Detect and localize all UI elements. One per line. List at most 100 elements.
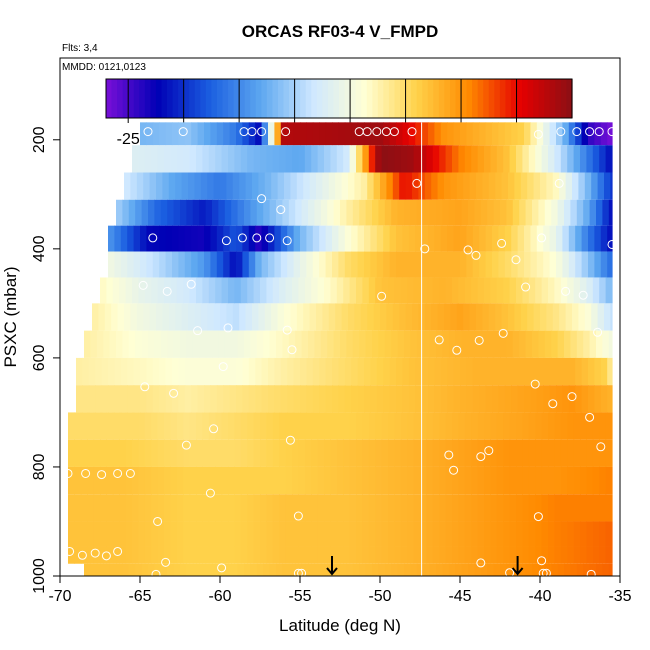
heatmap-cell xyxy=(237,563,245,576)
heatmap-cell xyxy=(258,172,266,200)
heatmap-cell xyxy=(490,466,498,495)
heatmap-cell xyxy=(221,494,229,522)
heatmap-cell xyxy=(407,277,415,304)
heatmap-cell xyxy=(509,466,517,495)
heatmap-cell xyxy=(455,199,463,226)
heatmap-cell xyxy=(210,385,218,413)
heatmap-cell xyxy=(428,225,435,252)
heatmap-cell xyxy=(373,303,381,331)
heatmap-cell xyxy=(164,277,171,304)
heatmap-cell xyxy=(114,385,122,413)
heatmap-cell xyxy=(368,521,376,547)
heatmap-cell xyxy=(500,199,507,226)
observation-point xyxy=(596,442,606,452)
heatmap-cell xyxy=(256,330,264,358)
heatmap-cell xyxy=(365,563,373,576)
heatmap-cell xyxy=(455,330,463,358)
heatmap-cell xyxy=(288,199,296,226)
heatmap-cell xyxy=(383,385,391,413)
heatmap-cell xyxy=(165,225,173,252)
heatmap-cell xyxy=(407,145,415,173)
heatmap-cell xyxy=(413,145,421,173)
heatmap-cell xyxy=(312,225,320,252)
heatmap-cell xyxy=(524,385,531,413)
heatmap-cell xyxy=(557,330,565,358)
heatmap-cell xyxy=(300,357,307,386)
heatmap-cell xyxy=(592,546,600,564)
heatmap-cell xyxy=(125,439,133,467)
heatmap-cell xyxy=(202,494,210,522)
heatmap-cell xyxy=(112,439,120,467)
heatmap-cell xyxy=(183,521,191,547)
colorbar-segment xyxy=(183,79,190,118)
observation-point xyxy=(412,178,422,188)
heatmap-cell xyxy=(300,251,307,278)
heatmap-cell xyxy=(240,145,248,173)
heatmap-cell xyxy=(520,303,528,331)
heatmap-cell xyxy=(319,225,327,252)
heatmap-cell xyxy=(442,199,450,226)
heatmap-cell xyxy=(511,122,519,146)
heatmap-cell xyxy=(202,521,210,547)
heatmap-cell xyxy=(175,303,183,331)
heatmap-cell xyxy=(189,546,197,564)
heatmap-cell xyxy=(580,466,587,495)
heatmap-cell xyxy=(210,225,218,252)
heatmap-cell xyxy=(266,277,274,304)
chart-title: ORCAS RF03-4 V_FMPD xyxy=(242,22,438,41)
heatmap-cell xyxy=(292,412,299,440)
heatmap-cell xyxy=(517,385,525,413)
colorbar-segment xyxy=(172,79,179,118)
y-tick-label: 200 xyxy=(31,126,48,153)
heatmap-cell xyxy=(460,122,467,146)
heatmap-cell xyxy=(248,122,256,146)
heatmap-cell xyxy=(516,546,523,564)
heatmap-cell xyxy=(170,521,178,547)
heatmap-cell xyxy=(420,494,427,522)
heatmap-cell xyxy=(135,330,143,358)
heatmap-cell xyxy=(586,277,594,304)
y-axis-label: PSXC (mbar) xyxy=(1,266,20,367)
heatmap-cell xyxy=(416,199,424,226)
heatmap-cell xyxy=(234,439,242,467)
heatmap-cell xyxy=(330,494,338,522)
heatmap-cell xyxy=(344,385,352,413)
heatmap-cell xyxy=(432,439,440,467)
heatmap-cell xyxy=(108,357,115,386)
heatmap-cell xyxy=(288,563,296,576)
heatmap-cell xyxy=(541,521,549,547)
heatmap-cell xyxy=(292,145,299,173)
heatmap-cell xyxy=(504,122,512,146)
heatmap-cell xyxy=(298,546,306,564)
heatmap-cell xyxy=(311,439,319,467)
heatmap-cell xyxy=(453,357,461,386)
heatmap-cell xyxy=(176,546,184,564)
heatmap-cell xyxy=(458,145,466,173)
heatmap-cell xyxy=(324,466,331,495)
heatmap-cell xyxy=(557,199,565,226)
heatmap-cell xyxy=(567,277,575,304)
heatmap-cell xyxy=(375,412,383,440)
heatmap-cell xyxy=(484,494,491,522)
heatmap-cell xyxy=(439,466,447,495)
heatmap-cell xyxy=(421,251,429,278)
heatmap-cell xyxy=(504,225,512,252)
heatmap-cell xyxy=(306,225,314,252)
heatmap-cell xyxy=(556,122,563,146)
heatmap-cell xyxy=(432,277,440,304)
heatmap-cell xyxy=(405,303,413,331)
heatmap-cell xyxy=(480,199,488,226)
heatmap-cell xyxy=(298,145,306,173)
heatmap-cell xyxy=(255,251,263,278)
heatmap-cell xyxy=(82,357,90,386)
observation-point xyxy=(407,127,417,137)
heatmap-cell xyxy=(287,385,295,413)
heatmap-cell xyxy=(530,357,538,386)
heatmap-cell xyxy=(442,330,450,358)
heatmap-cell xyxy=(386,172,394,200)
heatmap-cell xyxy=(236,225,243,252)
heatmap-cell xyxy=(378,330,386,358)
heatmap-cell xyxy=(495,303,503,331)
heatmap-cell xyxy=(221,439,229,467)
heatmap-cell xyxy=(311,521,319,547)
